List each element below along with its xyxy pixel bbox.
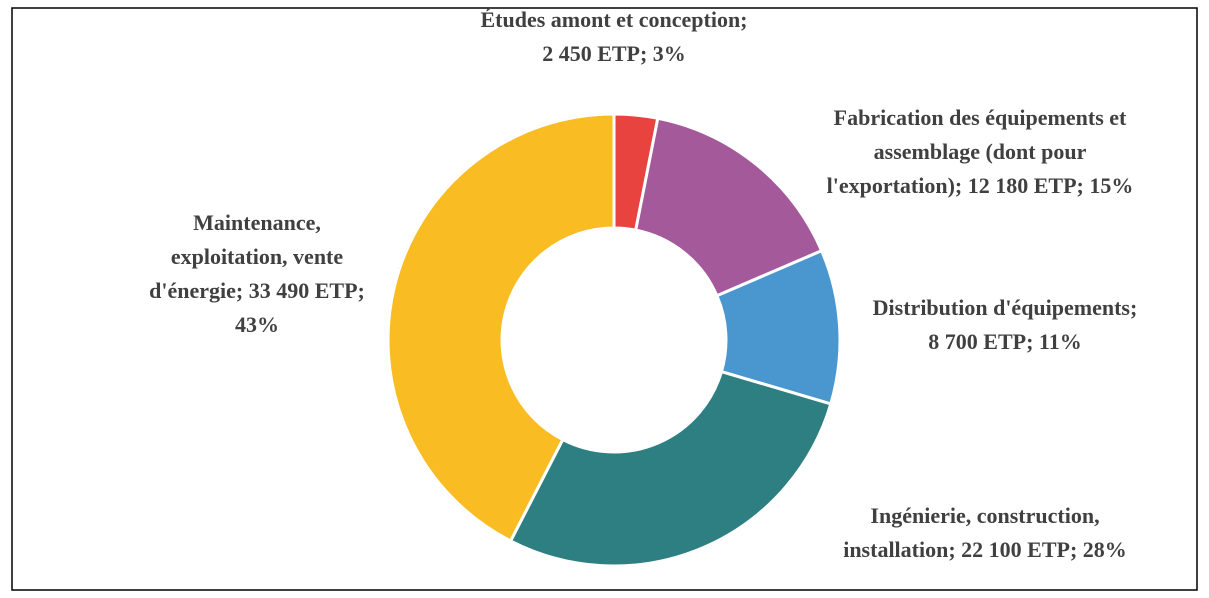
donut-slice: [386, 112, 616, 543]
data-label: 2 450 ETP; 3%: [542, 41, 686, 66]
data-label: exploitation, vente: [171, 244, 344, 269]
data-label: 8 700 ETP; 11%: [928, 329, 1081, 354]
data-label: Études amont et conception;: [480, 7, 747, 32]
data-label: assemblage (dont pour: [874, 139, 1087, 164]
data-label: Distribution d'équipements;: [873, 295, 1138, 320]
data-label: 43%: [235, 312, 279, 337]
data-label: Fabrication des équipements et: [834, 105, 1127, 130]
data-label: l'exportation); 12 180 ETP; 15%: [827, 173, 1134, 198]
data-label: Ingénierie, construction,: [870, 503, 1099, 528]
donut-slice: [633, 116, 824, 298]
data-label: d'énergie; 33 490 ETP;: [149, 278, 365, 303]
data-label: Maintenance,: [193, 210, 321, 235]
donut-slice: [508, 369, 833, 568]
data-label: installation; 22 100 ETP; 28%: [843, 537, 1127, 562]
